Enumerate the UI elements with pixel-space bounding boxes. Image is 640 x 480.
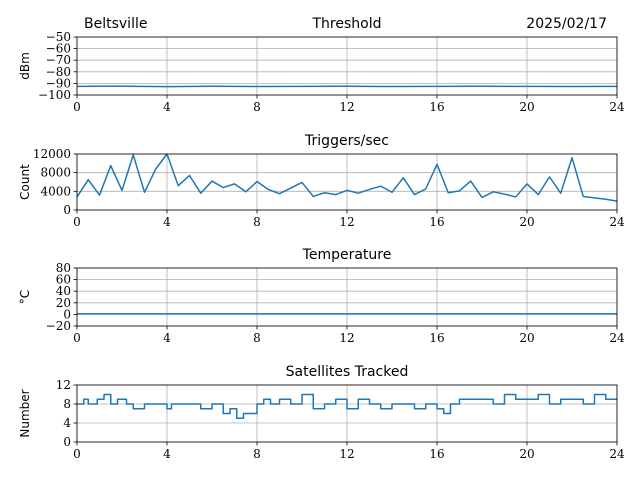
triggers-ytick-label-3: 12000 (33, 147, 71, 161)
satellites-ytick-label-0: 0 (63, 435, 71, 449)
temperature-ylabel: °C (18, 290, 32, 304)
satellites-series-line (77, 393, 617, 419)
threshold-xtick-label-5: 20 (519, 100, 534, 114)
threshold-chart: 0 4 8 12 16 20 24 −100−90−80−70−60−50 Threshold d… (18, 16, 625, 114)
triggers-xtick-label-3: 12 (339, 215, 354, 229)
satellites-xtick-label-5: 20 (519, 447, 534, 461)
satellites-xtick-label-0: 0 (73, 447, 81, 461)
station-label: Beltsville (84, 16, 147, 32)
temperature-ytick-label-4: 60 (56, 273, 71, 287)
temperature-xtick-label-2: 8 (253, 331, 261, 345)
temperature-xtick-label-3: 12 (339, 331, 354, 345)
threshold-xtick-label-6: 24 (609, 100, 625, 114)
temperature-xtick-label-0: 0 (73, 331, 81, 345)
triggers-xtick-label-0: 0 (73, 215, 81, 229)
temperature-xtick-label-5: 20 (519, 331, 534, 345)
triggers-ytick-label-1: 4000 (40, 184, 71, 198)
threshold-xtick-label-3: 12 (339, 100, 354, 114)
satellites-xtick-label-4: 16 (429, 447, 444, 461)
temperature-ytick-label-0: −20 (46, 319, 71, 333)
threshold-xtick-label-4: 16 (429, 100, 444, 114)
threshold-xtick-label-1: 4 (163, 100, 171, 114)
threshold-title: Threshold (312, 16, 382, 32)
temperature-ytick-label-2: 20 (56, 296, 71, 310)
threshold-ylabel: dBm (18, 52, 32, 80)
triggers-chart: 0 4 8 12 16 20 24 0 4000 8000 12000 Triggers/sec Cou… (18, 133, 625, 229)
temperature-xtick-label-4: 16 (429, 331, 444, 345)
threshold-ytick-label-0: −100 (38, 88, 71, 102)
triggers-ytick-label-2: 8000 (40, 166, 71, 180)
threshold-ytick-label-1: −90 (46, 76, 71, 90)
satellites-xtick-label-3: 12 (339, 447, 354, 461)
temperature-ytick-label-3: 40 (56, 284, 71, 298)
threshold-xtick-label-2: 8 (253, 100, 261, 114)
threshold-ytick-label-2: −80 (46, 65, 71, 79)
triggers-ytick-label-0: 0 (63, 203, 71, 217)
triggers-ylabel: Count (18, 164, 32, 200)
temperature-xtick-label-1: 4 (163, 331, 171, 345)
satellites-xtick-label-6: 24 (609, 447, 625, 461)
triggers-xtick-label-4: 16 (429, 215, 444, 229)
satellites-ytick-label-3: 12 (56, 378, 71, 392)
charts: 0 4 8 12 16 20 24 −100−90−80−70−60−50 Threshold d… (18, 16, 625, 461)
threshold-ytick-label-4: −60 (46, 42, 71, 56)
triggers-xtick-label-2: 8 (253, 215, 261, 229)
satellites-title: Satellites Tracked (286, 364, 409, 380)
satellites-xtick-label-2: 8 (253, 447, 261, 461)
triggers-xtick-label-5: 20 (519, 215, 534, 229)
satellites-chart: 0 4 8 12 16 20 24 0 4 8 12 Satellites Tracked Number (18, 364, 625, 461)
temperature-ytick-label-5: 80 (56, 261, 71, 275)
satellites-xtick-label-1: 4 (163, 447, 171, 461)
temperature-title: Temperature (302, 247, 392, 263)
temperature-xtick-label-6: 24 (609, 331, 625, 345)
satellites-ylabel: Number (18, 389, 32, 437)
triggers-xtick-label-1: 4 (163, 215, 171, 229)
satellites-ytick-label-2: 8 (63, 397, 71, 411)
triggers-title: Triggers/sec (304, 133, 389, 149)
threshold-xtick-label-0: 0 (73, 100, 81, 114)
triggers-xtick-label-6: 24 (609, 215, 625, 229)
threshold-ytick-label-3: −70 (46, 53, 71, 67)
threshold-ytick-label-5: −50 (46, 30, 71, 44)
temperature-ytick-label-1: 0 (63, 307, 71, 321)
satellites-ytick-label-1: 4 (63, 416, 71, 430)
date-label: 2025/02/17 (526, 16, 607, 32)
